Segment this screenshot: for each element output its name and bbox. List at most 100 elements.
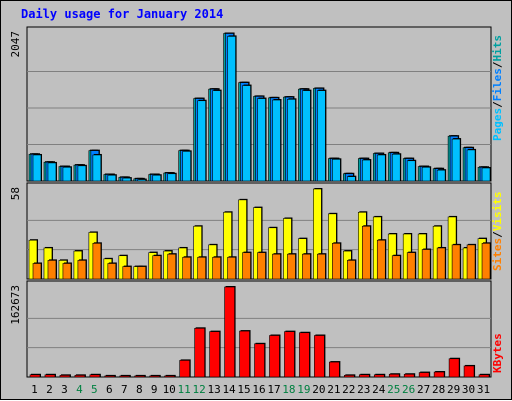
x-tick-label: 19 <box>297 383 310 396</box>
x-tick-label: 22 <box>342 383 355 396</box>
legend-visits: Visits <box>491 192 504 232</box>
x-tick-label: 3 <box>61 383 68 396</box>
pages-bar <box>391 153 401 182</box>
pages-bar <box>242 85 251 182</box>
sites-bar <box>257 252 266 280</box>
pages-bar <box>272 99 281 182</box>
pages-bar <box>197 100 206 182</box>
kbytes-bar <box>403 373 415 378</box>
legend-sep: / <box>491 61 504 68</box>
pages-bar <box>332 159 341 182</box>
sites-bar <box>137 266 147 280</box>
kbytes-bar <box>463 365 475 378</box>
x-tick-label: 11 <box>178 383 191 396</box>
pages-bar <box>347 176 356 182</box>
sites-bar <box>122 266 132 280</box>
x-tick-label: 5 <box>91 383 98 396</box>
x-tick-label: 10 <box>163 383 176 396</box>
sites-bar <box>361 225 371 280</box>
x-tick-label: 14 <box>222 383 236 396</box>
legend-kbytes: KBytes <box>491 333 504 373</box>
kbytes-bar <box>194 328 205 378</box>
pages-bar <box>122 177 132 182</box>
sites-bar <box>347 260 356 280</box>
pages-bar <box>182 151 191 182</box>
pages-bar <box>421 166 431 182</box>
sites-bar <box>451 244 461 280</box>
x-tick-label: 16 <box>252 383 265 396</box>
legend-sites: Sites <box>491 238 504 271</box>
kbytes-bar <box>239 330 250 378</box>
x-tick-label: 4 <box>76 383 83 396</box>
kbytes-bar <box>29 374 41 378</box>
x-tick-label: 25 <box>387 383 400 396</box>
sites-bar <box>107 263 117 280</box>
kbytes-bar <box>44 374 56 378</box>
sites-bar <box>391 255 401 280</box>
kbytes-bar <box>209 331 220 378</box>
x-tick-label: 29 <box>447 383 460 396</box>
sites-bar <box>242 252 251 280</box>
x-tick-label: 17 <box>267 383 280 396</box>
x-tick-label: 28 <box>432 383 445 396</box>
x-tick-label: 20 <box>312 383 325 396</box>
sites-bar <box>287 253 296 280</box>
kbytes-bar <box>433 371 445 378</box>
pages-bar <box>481 167 491 182</box>
pages-bar <box>451 138 461 182</box>
sites-bar <box>317 253 326 280</box>
kbytes-bar <box>179 360 190 378</box>
sites-bar <box>47 260 57 280</box>
kbytes-bar <box>329 361 340 378</box>
legend-files: Files <box>491 68 504 101</box>
x-tick-label: 12 <box>193 383 206 396</box>
pages-bar <box>287 98 296 182</box>
pages-bar <box>77 165 87 182</box>
sites-bar <box>481 243 491 280</box>
sites-bar <box>77 260 87 280</box>
kbytes-bar <box>299 332 310 378</box>
sites-bar <box>466 244 476 280</box>
kbytes-bar <box>358 374 370 378</box>
kbytes-bar <box>89 374 101 378</box>
kbytes-bar <box>314 335 325 378</box>
sites-bar <box>376 239 386 280</box>
sites-bar <box>421 249 431 280</box>
pages-bar <box>107 174 117 182</box>
panel-1-y-max-label: 58 <box>9 187 22 200</box>
sites-bar <box>436 247 446 280</box>
sites-bar <box>212 256 221 280</box>
panel-1-legend: Sites/Visits <box>491 192 504 272</box>
legend-sep: / <box>491 101 504 108</box>
sites-bar <box>332 243 341 280</box>
sites-bar <box>302 253 311 280</box>
panel-2-y-max-label: 162673 <box>9 285 22 325</box>
pages-bar <box>212 90 221 182</box>
kbytes-bar <box>149 375 161 378</box>
x-tick-label: 15 <box>237 383 250 396</box>
sites-bar <box>167 253 177 280</box>
x-tick-label: 26 <box>402 383 415 396</box>
legend-pages: Pages <box>491 108 504 141</box>
x-tick-label: 18 <box>282 383 295 396</box>
x-tick-label: 24 <box>372 383 386 396</box>
x-tick-label: 7 <box>121 383 128 396</box>
panel-0-legend: Pages/Files/Hits <box>491 35 504 141</box>
kbytes-bar <box>418 372 430 378</box>
kbytes-bar <box>134 375 146 378</box>
pages-bar <box>47 162 57 182</box>
x-tick-label: 27 <box>417 383 430 396</box>
pages-bar <box>32 154 42 182</box>
kbytes-bar <box>388 373 400 378</box>
sites-bar <box>182 256 191 280</box>
sites-bar <box>197 256 206 280</box>
sites-bar <box>272 253 281 280</box>
legend-hits: Hits <box>491 35 504 62</box>
pages-bar <box>257 98 266 182</box>
x-tick-label: 13 <box>207 383 220 396</box>
sites-bar <box>152 255 162 280</box>
sites-bar <box>227 256 236 280</box>
pages-bar <box>227 36 236 182</box>
pages-bar <box>62 166 72 182</box>
